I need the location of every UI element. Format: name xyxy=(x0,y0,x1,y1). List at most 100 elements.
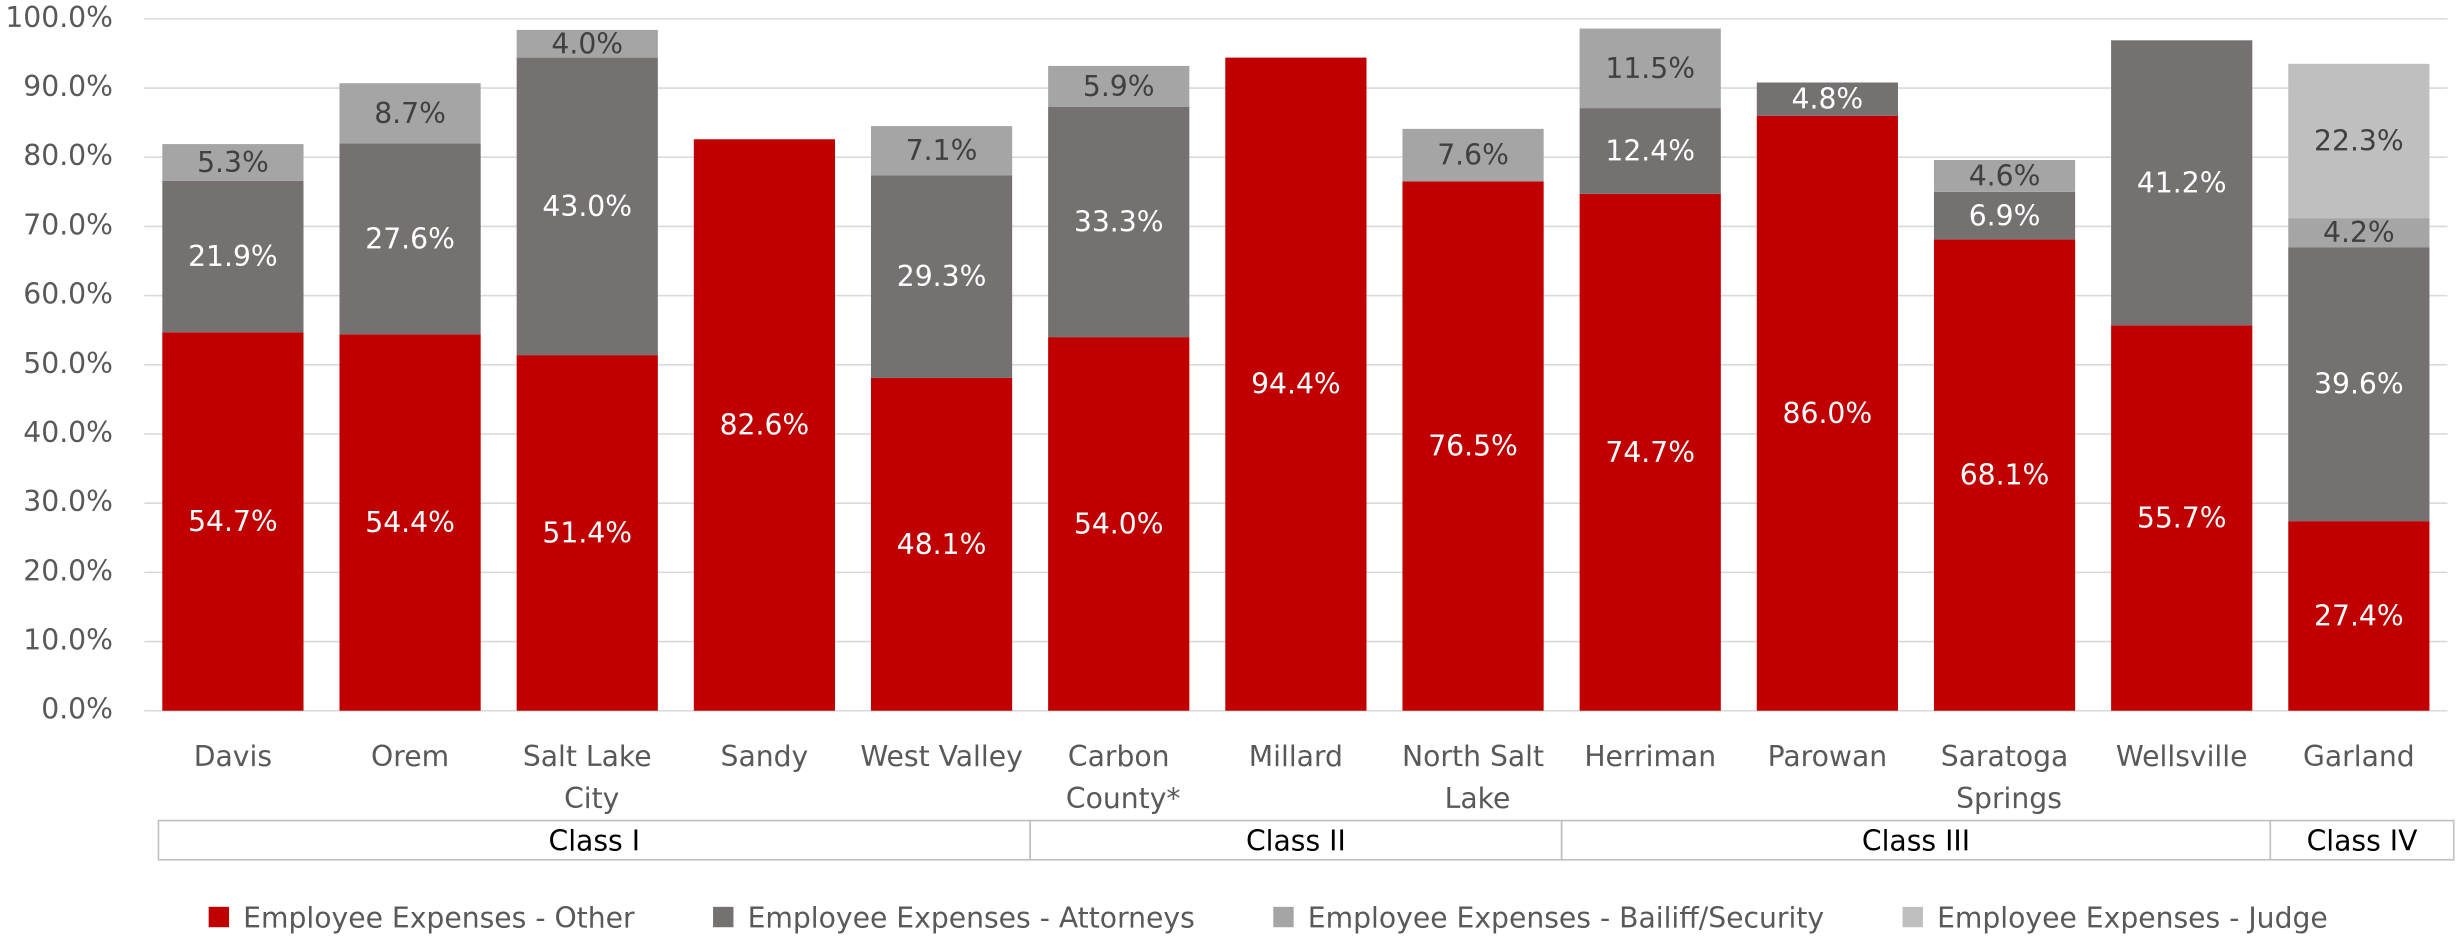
x-tick-label: Herriman xyxy=(1584,740,1716,773)
bar-segment xyxy=(2111,325,2253,711)
y-tick-label: 0.0% xyxy=(41,693,113,726)
group-label: Class IV xyxy=(2307,825,2419,858)
y-tick-label: 10.0% xyxy=(23,624,113,657)
legend-label: Employee Expenses - Judge xyxy=(1937,901,2328,934)
x-tick-label: Salt Lake City xyxy=(523,740,652,815)
data-label: 5.9% xyxy=(1083,70,1155,103)
x-tick-label: Parowan xyxy=(1768,740,1888,773)
x-tick-label: Garland xyxy=(2303,740,2415,773)
data-label: 7.1% xyxy=(906,134,978,167)
bar-segment xyxy=(1933,160,2076,192)
y-tick-label: 30.0% xyxy=(23,485,113,518)
bar-segment xyxy=(162,144,304,181)
data-label: 8.7% xyxy=(374,97,446,130)
bar-segment xyxy=(1579,108,1721,194)
y-tick-label: 60.0% xyxy=(23,278,113,311)
y-tick-label: 50.0% xyxy=(23,347,113,380)
bar-segment xyxy=(2111,40,2253,326)
x-tick-label: North Salt Lake xyxy=(1402,740,1544,815)
data-label: 12.4% xyxy=(1605,135,1695,168)
y-tick-label: 40.0% xyxy=(23,416,113,449)
data-label: 74.7% xyxy=(1605,436,1695,469)
x-tick-label: Saratoga Springs xyxy=(1941,740,2069,815)
x-tick-label: West Valley xyxy=(860,740,1022,773)
bar-segment xyxy=(339,83,481,144)
legend-label: Employee Expenses - Other xyxy=(243,901,635,934)
legend-swatch xyxy=(713,906,734,928)
bar-segment xyxy=(516,29,658,58)
data-label: 39.6% xyxy=(2314,368,2404,401)
data-label: 82.6% xyxy=(720,409,810,442)
data-label: 43.0% xyxy=(542,190,632,223)
x-tick-label: Millard xyxy=(1249,740,1343,773)
legend-swatch xyxy=(1902,906,1923,928)
bar-segment xyxy=(339,143,481,335)
data-label: 4.2% xyxy=(2323,216,2395,249)
data-label: 27.4% xyxy=(2314,600,2404,633)
data-label: 55.7% xyxy=(2137,502,2227,535)
x-tick-label: Wellsville xyxy=(2116,740,2248,773)
data-label: 4.6% xyxy=(1969,159,2041,192)
data-label: 54.0% xyxy=(1074,507,1164,540)
bar-segment xyxy=(339,334,481,711)
bar-segment xyxy=(1048,106,1190,338)
y-tick-label: 80.0% xyxy=(23,139,113,172)
data-label: 41.2% xyxy=(2137,166,2227,199)
data-label: 21.9% xyxy=(188,240,278,273)
bar-segment xyxy=(1402,128,1544,182)
bar-segment xyxy=(870,377,1013,711)
data-label: 29.3% xyxy=(897,260,987,293)
data-label: 86.0% xyxy=(1783,397,1873,430)
y-tick-label: 20.0% xyxy=(23,554,113,587)
data-label: 68.1% xyxy=(1960,459,2050,492)
bar-segment xyxy=(1933,239,2076,711)
y-tick-label: 70.0% xyxy=(23,208,113,241)
y-tick-label: 90.0% xyxy=(23,70,113,103)
data-label: 4.0% xyxy=(551,27,623,60)
bar-segment xyxy=(516,355,658,711)
group-label: Class I xyxy=(549,825,641,858)
bar-segment xyxy=(693,139,836,711)
legend-label: Employee Expenses - Attorneys xyxy=(748,901,1195,934)
legend-swatch xyxy=(1273,906,1294,928)
bar-segment xyxy=(2288,63,2430,219)
bar-segment xyxy=(2288,218,2430,248)
legend-label: Employee Expenses - Bailiff/Security xyxy=(1308,901,1824,934)
x-tick-label: Carbon County* xyxy=(1057,740,1181,815)
data-label: 48.1% xyxy=(897,528,987,561)
data-label: 33.3% xyxy=(1074,205,1164,238)
bar-segment xyxy=(1756,115,1898,711)
data-label: 6.9% xyxy=(1969,199,2041,232)
data-label: 11.5% xyxy=(1605,52,1695,85)
data-label: 7.6% xyxy=(1437,139,1509,172)
data-label: 54.4% xyxy=(365,506,455,539)
x-tick-label: Sandy xyxy=(721,740,809,773)
y-tick-label: 100.0% xyxy=(5,1,113,34)
bar-segment xyxy=(162,332,304,711)
group-label: Class III xyxy=(1862,825,1970,858)
data-label: 51.4% xyxy=(542,516,632,549)
bar-segment xyxy=(162,180,304,333)
group-label: Class II xyxy=(1246,825,1346,858)
bar-segment xyxy=(1579,193,1721,711)
x-tick-label: Orem xyxy=(371,740,449,773)
bar-segment xyxy=(1402,181,1544,711)
group-box xyxy=(2269,819,2455,861)
bar-segment xyxy=(2288,247,2430,522)
data-label: 5.3% xyxy=(197,146,269,179)
bar-segment xyxy=(1933,191,2076,240)
legend-swatch xyxy=(208,906,230,928)
bar-segment xyxy=(870,175,1013,378)
data-label: 4.8% xyxy=(1792,83,1864,116)
data-label: 27.6% xyxy=(365,222,455,255)
data-label: 76.5% xyxy=(1428,430,1518,463)
bar-segment xyxy=(516,57,658,356)
bar-segment xyxy=(870,126,1013,176)
x-tick-label: Davis xyxy=(194,740,272,773)
bar-segment xyxy=(1756,82,1898,116)
data-label: 54.7% xyxy=(188,505,278,538)
data-label: 22.3% xyxy=(2314,125,2404,158)
bar-segment xyxy=(1225,57,1367,711)
